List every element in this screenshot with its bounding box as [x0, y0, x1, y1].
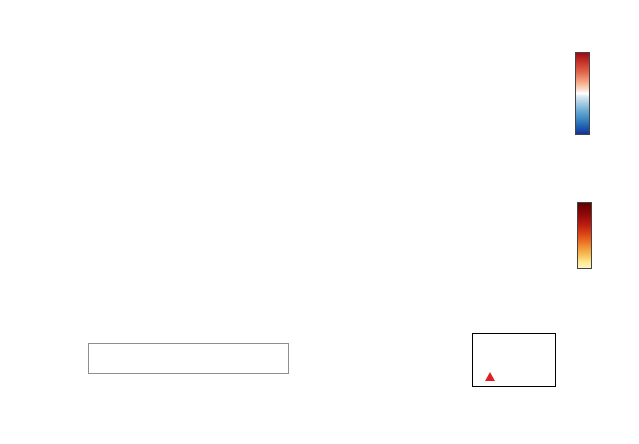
argo-triangle-swatch	[477, 371, 503, 381]
legend-item-argo	[477, 369, 551, 384]
colorbar-b	[577, 202, 592, 269]
re-line-swatch	[477, 343, 503, 345]
panel-b-stratification-section	[88, 166, 562, 275]
legend-item-ob	[477, 353, 551, 368]
ob-line-swatch	[477, 359, 503, 361]
legend	[472, 333, 556, 387]
legend-item-re	[477, 337, 551, 352]
mld-event-stats-box	[88, 343, 289, 374]
panel-a-temperature-section	[88, 27, 562, 145]
colorbar-a	[575, 52, 590, 135]
